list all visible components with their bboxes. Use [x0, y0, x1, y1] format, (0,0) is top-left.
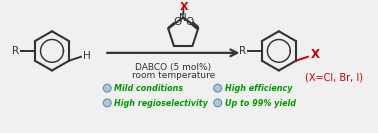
Text: R: R	[12, 46, 19, 56]
Text: R: R	[239, 46, 246, 56]
Text: X: X	[179, 2, 188, 12]
Text: N: N	[179, 13, 187, 22]
Text: Up to 99% yield: Up to 99% yield	[225, 99, 296, 108]
Text: DABCO (5 mol%): DABCO (5 mol%)	[135, 63, 211, 72]
Text: H: H	[83, 51, 91, 61]
Circle shape	[214, 99, 222, 107]
Text: Mild conditions: Mild conditions	[114, 84, 183, 93]
Circle shape	[103, 84, 111, 92]
Text: High efficiency: High efficiency	[225, 84, 292, 93]
Text: X: X	[311, 48, 320, 61]
Text: O: O	[173, 18, 181, 28]
Text: O: O	[185, 18, 194, 28]
Text: High regioselectivity: High regioselectivity	[114, 99, 208, 108]
Text: room temperature: room temperature	[132, 72, 215, 80]
Circle shape	[103, 99, 111, 107]
Circle shape	[214, 84, 222, 92]
Text: (X=Cl, Br, I): (X=Cl, Br, I)	[305, 72, 363, 82]
